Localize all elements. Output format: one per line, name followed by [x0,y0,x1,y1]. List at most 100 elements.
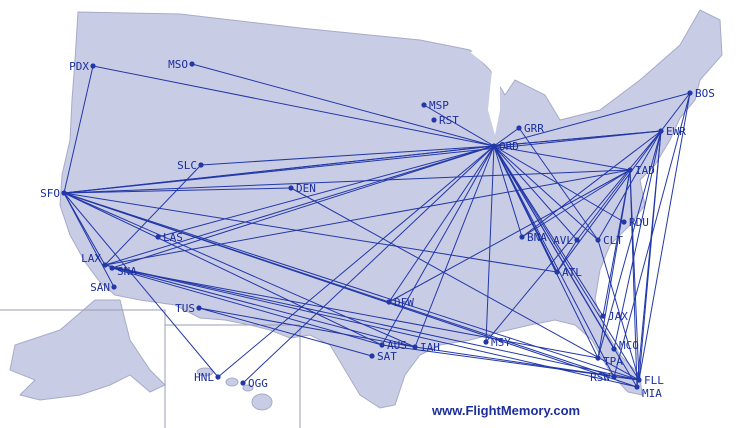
route-lax-fll [104,264,640,381]
route-ord-hnl [217,145,495,378]
route-sfo-iah [63,192,416,348]
hawaii-inset-border [165,324,301,428]
airport-label-sat: SAT [377,350,397,363]
route-lax-iad [104,169,631,266]
airport-label-clt: CLT [603,234,623,247]
airport-label-atl: ATL [562,266,582,279]
airport-label-grr: GRR [524,122,544,135]
airport-dot-sfo [61,190,67,196]
airport-dot-hnl [215,374,221,380]
airport-dot-ord [491,143,497,149]
airport-dot-atl [554,269,560,275]
airport-dot-bna [519,234,525,240]
airport-label-rdu: RDU [629,216,649,229]
airport-label-den: DEN [296,182,316,195]
route-ord-clt [493,145,599,241]
airport-dot-grr [516,125,522,131]
route-sna-tpa [111,267,599,359]
airport-dot-clt [595,237,601,243]
route-ewr-mia [636,130,662,388]
route-ord-tpa [493,145,599,359]
route-ord-avl [493,145,578,241]
airport-label-lax: LAX [81,252,101,265]
route-sfo-aus [63,192,383,346]
route-lax-slc [104,164,202,266]
lake-michigan-shape [470,50,500,135]
airport-dot-sna [109,265,115,271]
route-ewr-tpa [597,130,662,359]
credit-link[interactable]: www.FlightMemory.com [432,403,581,418]
route-bos-rsw [613,92,691,378]
hawaii-island-shape [225,377,239,387]
airport-label-pdx: PDX [69,60,89,73]
route-ord-pdx [92,65,495,147]
route-ord-sna [111,145,495,269]
airport-label-bna: BNA [527,231,547,244]
airport-label-aus: AUS [387,339,407,352]
route-ord-msy [485,145,495,343]
airports-layer: PDX MSO MSP RST GRR ORD BOS EWR IAD RDU AVL CLT BNA A… [40,58,715,400]
airport-label-jax: JAX [608,310,628,323]
airport-dot-jax [600,313,606,319]
route-sfo-ewr [63,130,662,194]
route-clt-fll [597,239,640,381]
airport-dot-rst [431,117,437,123]
route-ord-rsw [493,145,615,378]
route-sfo-atl [63,192,558,273]
airport-dot-avl [574,237,580,243]
airport-dot-tpa [595,355,601,361]
airport-label-rsw: RSW [590,371,610,384]
airport-label-bos: BOS [695,87,715,100]
airport-label-ord: ORD [499,140,519,153]
airport-label-mso: MSO [168,58,188,71]
airport-label-ogg: OGG [248,377,268,390]
airport-dot-rdu [621,219,627,225]
airport-label-iah: IAH [420,341,440,354]
airport-label-sna: SNA [117,265,137,278]
airport-label-tus: TUS [175,302,195,315]
airport-dot-mso [189,61,195,67]
route-pdx-sfo [63,65,94,194]
route-ord-bna [493,145,523,238]
route-dfw-iad [388,169,631,303]
land-shapes [9,9,723,411]
route-atl-avl [556,239,578,273]
route-ewr-clt [597,130,662,241]
route-ord-grr [493,127,520,147]
route-sna-aus [111,267,383,346]
route-lax-iah [104,264,416,348]
airport-label-msp: MSP [429,99,449,112]
airport-dot-rsw [611,374,617,380]
airport-label-fll: FLL [644,374,664,387]
airport-label-ewr: EWR [666,125,686,138]
airport-dot-las [155,234,161,240]
airport-label-rst: RST [439,114,459,127]
hawaii-island-shape [242,384,254,392]
airport-label-avl: AVL [553,234,573,247]
airport-label-sfo: SFO [40,187,60,200]
route-dfw-rsw [388,301,615,378]
airport-label-slc: SLC [177,159,197,172]
airport-label-tpa: TPA [603,355,623,368]
airport-label-san: SAN [90,281,110,294]
route-iad-avl [576,169,631,241]
alaska-inset-border [0,309,166,428]
airport-dot-lax [102,262,108,268]
airport-dot-pdx [90,63,96,69]
airport-dot-tus [196,305,202,311]
airport-label-mco: MCO [619,339,639,352]
airport-label-iad: IAD [635,164,655,177]
route-tus-iah [198,307,416,348]
route-iad-mia [629,169,638,388]
route-ord-fll [493,145,640,381]
hawaii-island-shape [196,367,214,377]
airport-dot-dfw [386,299,392,305]
route-ord-iah [414,145,495,348]
route-ord-msp [423,104,495,147]
route-msy-ewr [485,130,662,343]
route-sfo-den [63,187,292,194]
route-ord-bos [493,92,691,147]
alaska-shape [9,299,166,401]
airport-dot-slc [198,162,204,168]
airport-dot-msp [421,102,427,108]
